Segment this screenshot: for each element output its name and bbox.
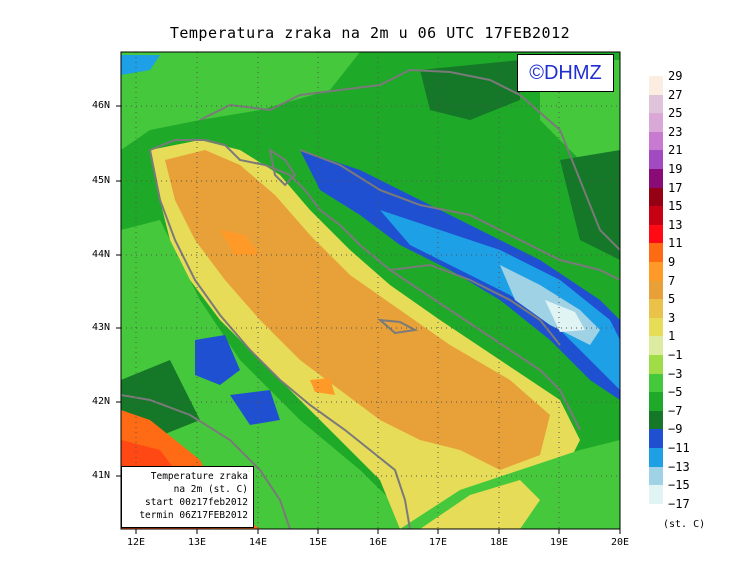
map-title: Temperatura zraka na 2m u 06 UTC 17FEB20…	[169, 24, 571, 42]
land-north	[121, 52, 360, 150]
cold-zone-dinarides	[300, 150, 620, 400]
legend-swatch	[649, 410, 663, 430]
legend-unit: (st. C)	[663, 519, 706, 530]
legend-swatch	[649, 373, 663, 393]
legend-swatch	[649, 392, 663, 411]
legend-label: −13	[668, 459, 690, 474]
legend-label: 5	[668, 292, 676, 307]
land-italy	[121, 220, 420, 529]
legend-label: −15	[668, 478, 690, 493]
legend-label: −11	[668, 441, 690, 455]
legend-label: 7	[668, 273, 676, 288]
info-line-1: Temperature zraka	[150, 471, 248, 482]
legend-label: −9	[668, 422, 683, 437]
legend-swatch	[649, 76, 663, 95]
legend-swatch	[649, 355, 663, 374]
legend-label: 9	[668, 255, 676, 269]
lon-tick: 16E	[368, 537, 388, 548]
legend-swatch	[649, 243, 663, 262]
info-box: Temperature zraka na 2m (st. C) start 00…	[121, 466, 254, 528]
legend-swatch	[649, 466, 663, 486]
legend-label: −17	[668, 496, 690, 511]
legend-swatch	[649, 317, 663, 337]
legend-label: −1	[668, 348, 683, 362]
lat-tick: 43N	[92, 322, 111, 333]
legend-swatch	[649, 169, 663, 188]
info-line-2: na 2m (st. C)	[173, 484, 248, 495]
lon-tick: 15E	[308, 537, 328, 548]
legend-swatch	[649, 336, 663, 355]
legend-swatch	[649, 429, 663, 448]
legend-swatch	[649, 224, 663, 244]
legend-label: 27	[668, 87, 683, 102]
legend-swatch	[649, 206, 663, 225]
legend-label: −3	[668, 366, 683, 381]
legend-label: 17	[668, 180, 683, 195]
lat-tick: 45N	[92, 175, 111, 186]
legend-swatch	[649, 280, 663, 300]
legend-label: 13	[668, 217, 683, 232]
lon-tick: 20E	[610, 537, 630, 548]
legend-swatch	[649, 299, 663, 318]
lon-tick: 17E	[428, 537, 448, 548]
legend-label: 15	[668, 199, 683, 214]
lat-tick: 42N	[92, 396, 111, 407]
legend-label: 1	[668, 329, 676, 344]
lat-tick: 41N	[92, 470, 111, 481]
legend-swatch	[649, 150, 663, 169]
legend-label: −7	[668, 403, 683, 418]
lon-tick: 19E	[549, 537, 569, 548]
legend-label: 25	[668, 106, 683, 121]
lat-tick: 46N	[92, 100, 111, 111]
legend-swatch	[649, 448, 663, 467]
lon-tick: 14E	[248, 537, 268, 548]
lon-tick: 13E	[187, 537, 207, 548]
legend-swatch	[649, 187, 663, 207]
sea-adriatic-inner	[165, 150, 550, 470]
lat-tick: 44N	[92, 249, 111, 260]
legend-swatch	[649, 113, 663, 132]
legend-label: 19	[668, 162, 683, 176]
legend-label: 11	[668, 236, 683, 251]
legend-label: 29	[668, 69, 683, 83]
lon-tick: 12E	[126, 537, 146, 548]
legend-swatch	[649, 131, 663, 151]
legend-label: 21	[668, 143, 683, 158]
legend-swatch	[649, 262, 663, 281]
dhmz-logo: ©DHMZ	[517, 54, 614, 92]
lon-tick: 18E	[489, 537, 509, 548]
legend-swatch	[649, 485, 663, 504]
info-line-3: start 00z17feb2012	[145, 497, 248, 508]
legend-label: 23	[668, 124, 683, 139]
legend-label: 3	[668, 310, 676, 325]
info-line-4: termin 06Z17FEB2012	[139, 510, 248, 521]
legend-label: −5	[668, 385, 683, 400]
legend-swatch	[649, 94, 663, 114]
